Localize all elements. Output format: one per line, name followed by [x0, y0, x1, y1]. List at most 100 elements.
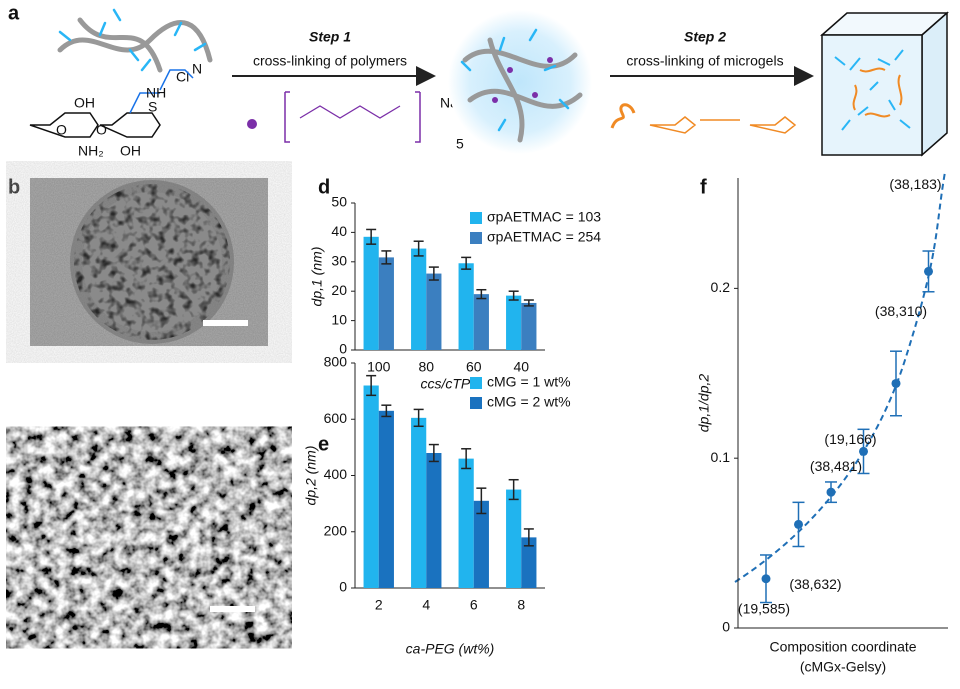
chem-label: 5 — [456, 136, 464, 152]
chem-label: O — [96, 122, 107, 138]
x-tick-label: 100 — [367, 359, 391, 375]
bar — [363, 385, 379, 588]
panel-label: e — [318, 433, 329, 455]
x-tick-label: 4 — [422, 597, 430, 613]
y-axis-label: dp,1/dp,2 — [696, 374, 712, 433]
y-axis-label: dp,2 (nm) — [303, 446, 319, 506]
y-tick-label: 0 — [339, 579, 347, 595]
bar — [458, 263, 474, 350]
point-label: (19,166) — [824, 431, 876, 447]
bar — [426, 273, 442, 350]
chitosan-sketch — [29, 92, 161, 138]
bar — [458, 458, 474, 588]
step-title: Step 1 — [309, 29, 351, 45]
chem-label: N — [192, 61, 202, 77]
bar — [521, 537, 537, 588]
bar — [378, 257, 394, 350]
legend-label: σpAETMAC = 254 — [487, 229, 601, 245]
x-axis-label: (cMGx-Gelsy) — [800, 659, 886, 675]
tpp-dots — [492, 57, 553, 103]
gel-network — [834, 49, 911, 131]
y-tick-label: 0 — [722, 619, 730, 635]
bar — [411, 417, 427, 588]
bar — [506, 295, 522, 350]
point-label: (38,481) — [810, 458, 862, 474]
panel-label: b — [8, 176, 20, 198]
panel-a: a OH O O NH₂ OH NH S Cl N Step 1 cross-l… — [8, 2, 949, 159]
sem-image-b — [30, 178, 268, 346]
x-tick-label: 60 — [466, 359, 482, 375]
bar — [521, 302, 537, 350]
bar — [363, 236, 379, 350]
bar — [473, 294, 489, 350]
point — [761, 574, 771, 584]
y-tick-label: 200 — [324, 522, 348, 538]
bar — [473, 500, 489, 588]
peg-sketch — [610, 103, 636, 129]
step-text: cross-linking of microgels — [626, 53, 783, 69]
x-tick-label: 2 — [375, 597, 383, 613]
x-tick-label: 80 — [418, 359, 434, 375]
y-axis-label: dp,1 (nm) — [309, 247, 325, 307]
legend-swatch — [470, 397, 482, 409]
x-axis-label: ca-PEG (wt%) — [406, 641, 495, 657]
tpp-dot — [247, 119, 257, 129]
bar — [411, 248, 427, 350]
chem-label: OH — [120, 143, 141, 159]
fit-curve — [734, 171, 946, 583]
x-tick-label: 8 — [517, 597, 525, 613]
tpp-chain — [299, 105, 401, 119]
gel-cube — [820, 11, 949, 157]
point — [891, 378, 901, 388]
point — [859, 446, 868, 456]
legend-swatch — [470, 232, 482, 244]
legend-label: cMG = 2 wt% — [487, 394, 571, 410]
legend-swatch — [470, 212, 482, 224]
point-label: (38,310) — [875, 303, 927, 319]
point — [794, 519, 803, 529]
point-label: (38,183) — [889, 176, 941, 192]
y-tick-label: 40 — [331, 223, 347, 239]
x-axis-label: Composition coordinate — [769, 639, 916, 655]
y-tick-label: 800 — [324, 354, 348, 370]
microgel-sketch — [460, 28, 583, 143]
x-axis-label: ccs/cTPP — [420, 376, 480, 392]
apeg-sketch — [649, 116, 797, 134]
bar — [378, 410, 394, 588]
chem-label: OH — [74, 95, 95, 111]
chem-label: S — [148, 99, 157, 115]
point — [924, 266, 933, 276]
legend-swatch — [470, 377, 482, 389]
panel-label: d — [318, 176, 330, 198]
step-title: Step 2 — [684, 29, 726, 45]
legend-label: σpAETMAC = 103 — [487, 209, 601, 225]
chem-label: Cl — [176, 69, 189, 85]
y-tick-label: 50 — [331, 194, 347, 210]
bracket — [284, 91, 421, 143]
sem-image-c — [30, 445, 268, 630]
chem-bond — [159, 69, 194, 91]
y-tick-label: 0 — [339, 341, 347, 357]
point-label: (19,585) — [738, 600, 790, 616]
bar — [426, 453, 442, 588]
microgel — [448, 10, 592, 154]
x-tick-label: 40 — [513, 359, 529, 375]
y-tick-label: 0.1 — [711, 449, 731, 465]
legend-label: cMG = 1 wt% — [487, 374, 571, 390]
y-tick-label: 0.2 — [711, 279, 731, 295]
chem-label: O — [56, 122, 67, 138]
y-tick-label: 20 — [331, 282, 347, 298]
panel-label: c — [8, 438, 19, 460]
bar — [506, 489, 522, 588]
step-text: cross-linking of polymers — [253, 53, 407, 69]
y-tick-label: 30 — [331, 253, 347, 269]
chem-label: NH₂ — [78, 143, 104, 159]
y-tick-label: 10 — [331, 311, 347, 327]
y-tick-label: 400 — [324, 466, 348, 482]
x-tick-label: 6 — [470, 597, 478, 613]
panel-label: a — [8, 2, 20, 24]
polymer-sketch — [57, 8, 213, 73]
point — [826, 487, 836, 497]
y-tick-label: 600 — [324, 410, 348, 426]
